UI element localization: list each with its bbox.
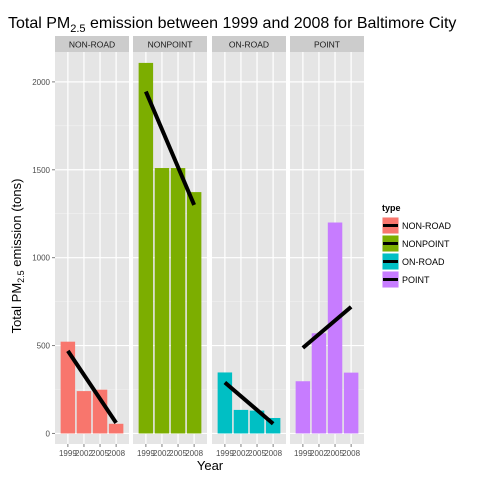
- trend-line-nonpoint: [144, 90, 196, 206]
- x-tick-label: 2005: [169, 449, 187, 458]
- facet-strip-label: NON-ROAD: [69, 40, 115, 50]
- facet-panel-nonpoint: NONPOINT: [133, 36, 207, 444]
- x-tick-label: 1999: [59, 449, 77, 458]
- legend-item-point: POINT: [381, 270, 430, 289]
- legend-label: NONPOINT: [402, 239, 450, 249]
- bar-nonpoint-2005: [170, 168, 186, 434]
- x-tick-label: 2008: [185, 449, 203, 458]
- x-tick-label: 2008: [342, 449, 360, 458]
- x-axis-label: Year: [197, 458, 224, 473]
- facet-strip-point: [290, 36, 364, 52]
- y-axis: 0 500 1000 1500 2000: [32, 78, 55, 438]
- x-tick-label: 1999: [137, 449, 155, 458]
- legend-label: ON-ROAD: [402, 257, 445, 267]
- x-tick-label: 1999: [216, 449, 234, 458]
- facet-strip-label: ON-ROAD: [229, 40, 269, 50]
- bar-on-road-2002: [233, 409, 249, 434]
- facet-panel-on-road: ON-ROAD: [212, 36, 286, 444]
- legend-title: type: [382, 203, 401, 213]
- facet-strip-on-road: [212, 36, 286, 52]
- trend-line-point: [301, 305, 353, 350]
- y-tick-label: 500: [37, 342, 51, 351]
- x-tick-label: 2002: [310, 449, 328, 458]
- legend-item-on-road: ON-ROAD: [381, 252, 445, 271]
- x-tick-label: 2002: [153, 449, 171, 458]
- bar-non-road-1999: [60, 341, 76, 434]
- legend-label: NON-ROAD: [402, 221, 451, 231]
- facet-strip-label: NONPOINT: [148, 40, 193, 50]
- x-tick-label: 2005: [326, 449, 344, 458]
- bar-nonpoint-2002: [154, 168, 170, 434]
- y-tick-label: 1500: [32, 166, 50, 175]
- bar-non-road-2008: [108, 423, 124, 434]
- facet-panel-point: POINT: [290, 36, 364, 444]
- chart-title: Total PM2.5 emission between 1999 and 20…: [8, 15, 456, 35]
- bar-on-road-2005: [249, 410, 265, 434]
- x-tick-label: 1999: [294, 449, 312, 458]
- bar-point-2002: [311, 333, 327, 434]
- bar-point-2008: [343, 372, 359, 434]
- bar-nonpoint-1999: [138, 62, 154, 434]
- x-tick-label: 2008: [107, 449, 125, 458]
- y-tick-label: 2000: [32, 78, 50, 87]
- bar-nonpoint-2008: [186, 192, 202, 434]
- facet-strip-nonpoint: [133, 36, 207, 52]
- trend-line-non-road: [66, 349, 118, 425]
- facet-strip-non-road: [55, 36, 129, 52]
- x-tick-label: 2008: [264, 449, 282, 458]
- x-tick-label: 2002: [232, 449, 250, 458]
- legend-item-non-road: NON-ROAD: [381, 216, 451, 235]
- bar-on-road-1999: [217, 372, 233, 434]
- x-tick-label: 2002: [75, 449, 93, 458]
- x-tick-label: 2005: [248, 449, 266, 458]
- legend: type NON-ROAD NONPOINT ON-ROAD POINT: [381, 203, 451, 289]
- bar-point-2005: [327, 222, 343, 434]
- facet-panels: NON-ROAD NONPOINT ON-ROAD POINT: [55, 36, 364, 444]
- facet-panel-non-road: NON-ROAD: [55, 36, 129, 444]
- facet-strip-label: POINT: [314, 40, 340, 50]
- trend-line-on-road: [223, 380, 275, 426]
- bar-non-road-2002: [76, 391, 92, 434]
- y-axis-label: Total PM2.5 emission (tons): [9, 179, 26, 334]
- bar-point-1999: [295, 381, 311, 434]
- x-tick-label: 2005: [91, 449, 109, 458]
- y-tick-label: 1000: [32, 254, 50, 263]
- bar-non-road-2005: [92, 389, 108, 434]
- legend-label: POINT: [402, 275, 430, 285]
- legend-item-nonpoint: NONPOINT: [381, 234, 450, 253]
- y-tick-label: 0: [46, 429, 51, 438]
